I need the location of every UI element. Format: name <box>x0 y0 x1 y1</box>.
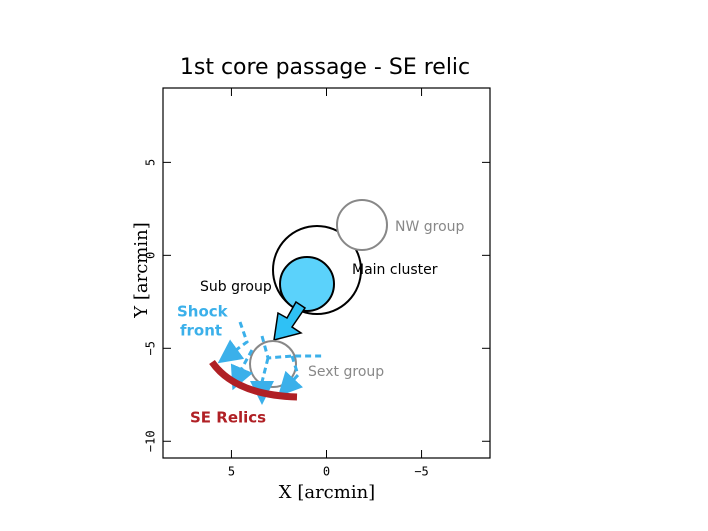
relics-label: SE Relics <box>190 409 266 427</box>
x-tick-label: 5 <box>228 465 235 479</box>
ticks: 5 0 −5 −10 −5 0 5 <box>144 88 490 479</box>
y-tick-label: −10 <box>144 430 158 452</box>
shock-label: Shock <box>177 303 229 321</box>
y-tick-label: 5 <box>144 159 158 166</box>
nw-label: NW group <box>395 219 465 235</box>
title: 1st core passage - SE relic <box>180 55 470 80</box>
sext-label: Sext group <box>308 364 384 380</box>
shock-label: front <box>180 322 222 340</box>
motion-arrow <box>273 300 307 342</box>
y-axis-label: Y [arcmin] <box>131 222 152 318</box>
x-tick-label: 0 <box>323 465 330 479</box>
x-axis-label: X [arcmin] <box>279 482 375 503</box>
nw-group <box>336 199 388 251</box>
sub-label: Sub group <box>200 279 272 295</box>
x-tick-label: −5 <box>414 465 428 479</box>
se-relic-arc <box>209 359 298 401</box>
main-cluster <box>272 225 362 315</box>
main-label: Main cluster <box>352 262 438 278</box>
y-tick-label: −5 <box>144 341 158 355</box>
sext-group <box>249 340 297 388</box>
y-tick-label: 0 <box>144 252 158 259</box>
sub-group <box>279 256 335 312</box>
